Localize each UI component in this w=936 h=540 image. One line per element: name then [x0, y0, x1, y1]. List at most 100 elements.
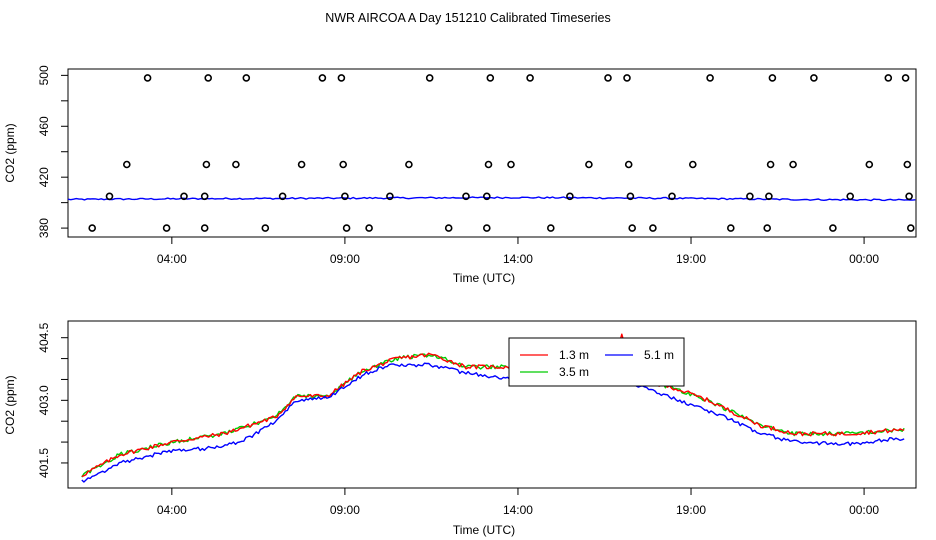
legend: 1.3 m 5.1 m 3.5 m [508, 337, 685, 387]
top-data-point [546, 224, 555, 232]
top-data-point [906, 224, 915, 232]
top-data-point [865, 160, 874, 169]
top-data-point [566, 192, 574, 201]
top-data-point [405, 160, 413, 169]
top-data-point [507, 160, 515, 169]
top-data-point [341, 192, 349, 201]
p1-x-tick-label: 00:00 [849, 252, 879, 266]
p2-x-tick-label: 00:00 [849, 503, 879, 517]
bottom-plot-frame [67, 320, 917, 489]
top-data-point [624, 160, 633, 169]
top-data-point [88, 224, 96, 232]
p2-y-tick-label: 403.0 [37, 385, 51, 415]
top-data-point [746, 192, 754, 201]
top-data-point [143, 74, 152, 82]
top-data-point [628, 224, 637, 232]
p2-x-tick-label: 19:00 [676, 503, 706, 517]
series-line-3-5m [81, 353, 905, 478]
top-data-point [342, 224, 351, 232]
p1-y-tick-label: 460 [37, 116, 51, 136]
bottom-y-axis: 401.5 403.0 404.5 [37, 322, 68, 478]
top-data-point [903, 160, 912, 169]
top-data-point [337, 74, 346, 82]
top-data-point [425, 74, 434, 82]
top-data-point [123, 160, 131, 169]
bottom-x-axis-label: Time (UTC) [453, 523, 515, 537]
top-data-point [180, 192, 188, 201]
top-data-point [232, 160, 240, 169]
top-data-point [668, 192, 676, 201]
top-data-point [649, 224, 657, 232]
p1-x-tick-label: 04:00 [157, 252, 187, 266]
legend-box [508, 337, 685, 387]
top-data-point [726, 224, 735, 232]
bottom-panel: 401.5 403.0 404.5 04:00 09:00 14:00 19:00 00:0… [3, 320, 917, 537]
top-data-point [585, 160, 593, 169]
bottom-x-axis: 04:00 09:00 14:00 19:00 00:00 [157, 488, 879, 517]
top-data-point [242, 74, 251, 82]
top-plot-frame [67, 68, 917, 238]
top-panel: 380 420 460 500 04:00 09:00 14:00 19:00 00:00 T… [3, 65, 917, 285]
top-data-point [482, 224, 491, 232]
top-data-point [162, 224, 171, 232]
top-data-point [261, 224, 270, 232]
bottom-plot-area [81, 333, 905, 483]
top-data-point [604, 74, 612, 82]
p1-x-tick-label: 19:00 [676, 252, 706, 266]
top-data-point [765, 192, 773, 201]
top-x-axis-label: Time (UTC) [453, 271, 515, 285]
p2-x-tick-label: 14:00 [503, 503, 533, 517]
series-line-1-3m [81, 333, 905, 478]
figure-title: NWR AIRCOA A Day 151210 Calibrated Times… [325, 11, 611, 25]
series-line-5-1m [81, 362, 905, 483]
top-data-point [829, 224, 837, 232]
top-series-line [67, 196, 916, 202]
top-data-point [482, 192, 491, 201]
top-data-point [462, 192, 470, 201]
top-data-point [789, 160, 797, 169]
p2-x-tick-label: 04:00 [157, 503, 187, 517]
top-data-point [626, 192, 635, 201]
top-data-point [200, 224, 209, 232]
top-data-point [768, 74, 777, 82]
top-plot-area [67, 74, 916, 232]
top-x-axis: 04:00 09:00 14:00 19:00 00:00 [157, 237, 879, 266]
top-data-point [763, 224, 772, 232]
top-data-point [486, 74, 495, 82]
p1-y-tick-label: 380 [37, 218, 51, 238]
top-data-point [884, 74, 893, 82]
top-data-point [200, 192, 209, 201]
legend-label-3-5m: 3.5 m [559, 365, 589, 379]
top-data-point [444, 224, 453, 232]
top-data-point [204, 74, 212, 82]
top-data-point [766, 160, 775, 169]
top-data-point [706, 74, 714, 82]
top-y-axis-label: CO2 (ppm) [3, 123, 17, 182]
top-data-point [901, 74, 910, 82]
top-data-point [484, 160, 493, 169]
top-data-point [365, 224, 373, 232]
p1-x-tick-label: 09:00 [330, 252, 360, 266]
p2-y-tick-label: 404.5 [37, 322, 51, 352]
p2-y-tick-label: 401.5 [37, 448, 51, 478]
top-data-point [202, 160, 211, 169]
top-data-point [278, 192, 287, 201]
top-data-point [846, 192, 855, 201]
legend-label-1-3m: 1.3 m [559, 348, 589, 362]
legend-label-5-1m: 5.1 m [644, 348, 674, 362]
top-data-point [297, 160, 306, 169]
p1-y-tick-label: 420 [37, 167, 51, 187]
p2-x-tick-label: 09:00 [330, 503, 360, 517]
top-y-axis: 380 420 460 500 [37, 65, 68, 238]
top-data-point [339, 160, 348, 169]
top-data-point [386, 192, 394, 201]
top-data-point [623, 74, 631, 82]
top-data-point [688, 160, 697, 169]
top-data-point [526, 74, 534, 82]
top-data-point [810, 74, 818, 82]
bottom-y-axis-label: CO2 (ppm) [3, 375, 17, 434]
p1-x-tick-label: 14:00 [503, 252, 533, 266]
p1-y-tick-label: 500 [37, 65, 51, 85]
top-data-point [905, 192, 913, 201]
